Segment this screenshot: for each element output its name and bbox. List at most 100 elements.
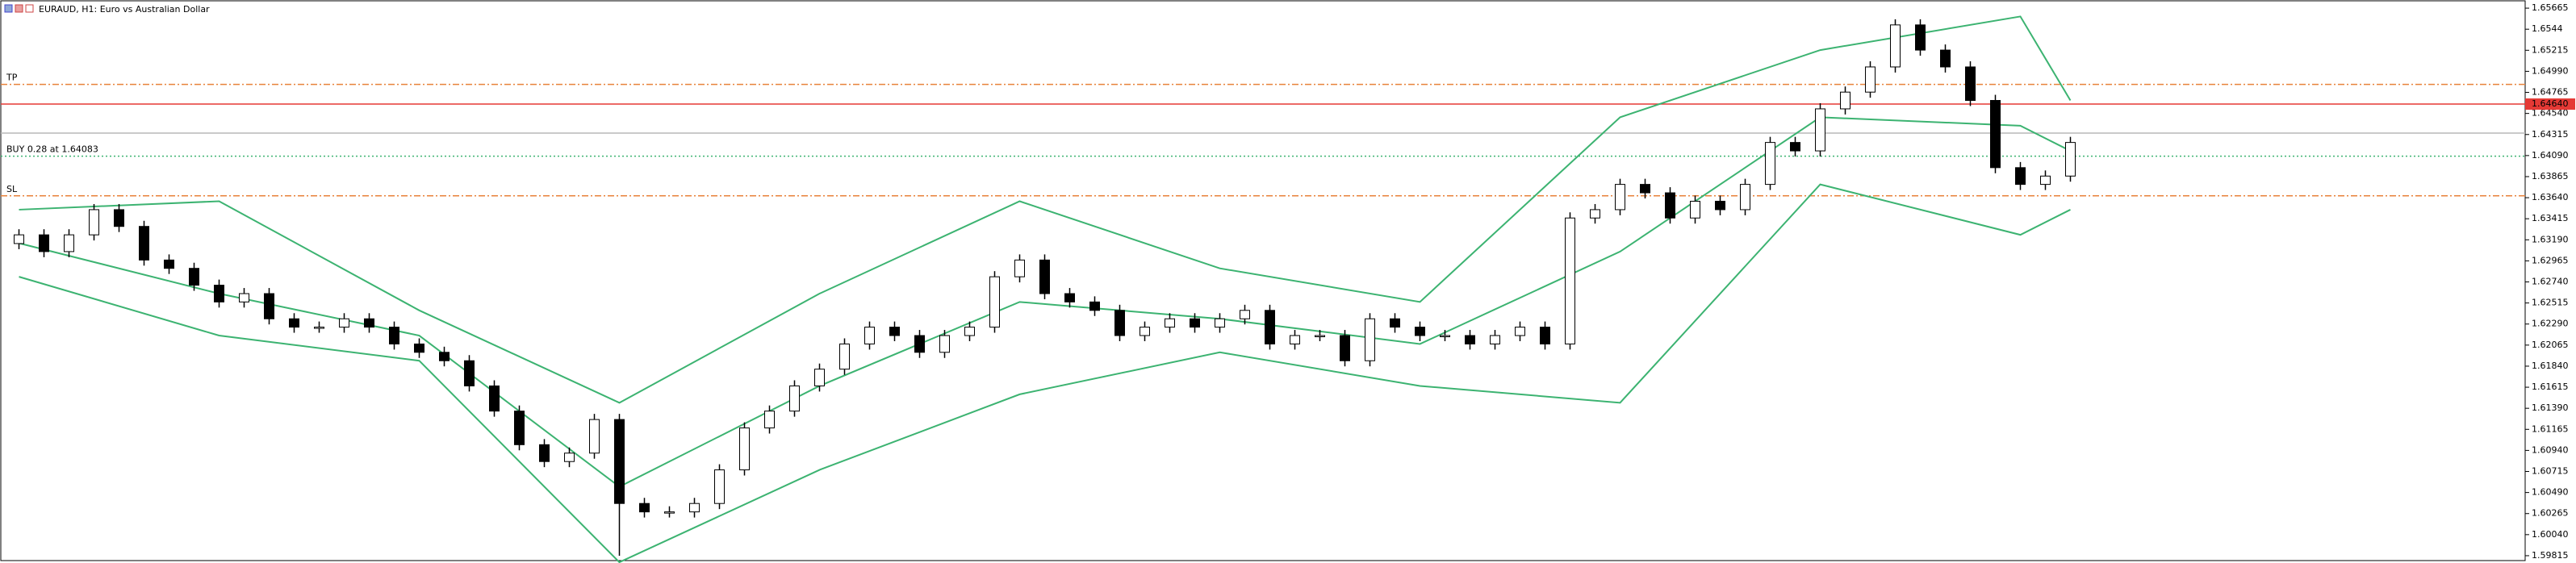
y-tick-label: 1.65215 bbox=[2532, 44, 2569, 55]
candle-body bbox=[489, 385, 500, 412]
chart-title: EURAUD, H1: Euro vs Australian Dollar bbox=[39, 4, 210, 15]
candle-body bbox=[189, 268, 199, 286]
candle-body bbox=[1715, 200, 1725, 211]
y-tick-label: 1.60040 bbox=[2532, 529, 2569, 540]
candle-body bbox=[1490, 335, 1500, 344]
candle-body bbox=[64, 234, 74, 252]
candle-body bbox=[439, 352, 450, 361]
candle-body bbox=[1114, 310, 1125, 336]
y-tick-label: 1.61840 bbox=[2532, 361, 2569, 371]
candle-body bbox=[364, 318, 374, 328]
candle-body bbox=[1415, 327, 1425, 336]
y-tick-label: 1.61165 bbox=[2532, 423, 2569, 434]
y-tick-label: 1.63640 bbox=[2532, 192, 2569, 202]
y-tick-label: 1.64990 bbox=[2532, 65, 2569, 76]
candle-body bbox=[1440, 335, 1450, 338]
candle-body bbox=[1740, 184, 1750, 211]
candle-body bbox=[1790, 142, 1800, 152]
candle-body bbox=[1290, 335, 1300, 344]
y-tick-label: 1.63190 bbox=[2532, 234, 2569, 244]
candle-body bbox=[539, 444, 550, 462]
candle-body bbox=[1990, 100, 2001, 169]
candle-body bbox=[339, 318, 349, 328]
candle-body bbox=[664, 511, 675, 514]
y-tick-label: 1.64315 bbox=[2532, 129, 2569, 140]
y-tick-label: 1.64090 bbox=[2532, 150, 2569, 161]
candle-body bbox=[1965, 66, 1976, 102]
y-tick-label: 1.60715 bbox=[2532, 466, 2569, 477]
candle-body bbox=[1515, 327, 1525, 336]
y-tick-label: 1.62065 bbox=[2532, 340, 2569, 350]
candle-body bbox=[839, 343, 850, 370]
y-tick-label: 1.59815 bbox=[2532, 550, 2569, 561]
candle-body bbox=[1064, 293, 1075, 302]
bollinger-band bbox=[19, 15, 2072, 404]
candle-body bbox=[1890, 24, 1901, 68]
candle-body bbox=[1140, 327, 1150, 336]
bollinger-band bbox=[19, 183, 2071, 563]
candle-body bbox=[1340, 335, 1350, 361]
candle-body bbox=[864, 327, 875, 344]
y-tick-label: 1.62740 bbox=[2532, 277, 2569, 287]
candle-body bbox=[1165, 318, 1175, 328]
candle-body bbox=[1540, 327, 1550, 344]
candle-body bbox=[1465, 335, 1475, 344]
candle-body bbox=[89, 209, 99, 236]
level-label: BUY 0.28 at 1.64083 bbox=[6, 144, 98, 155]
y-tick-label: 1.62965 bbox=[2532, 255, 2569, 265]
candle-body bbox=[789, 385, 800, 412]
level-label: SL bbox=[6, 184, 18, 194]
level-price-box bbox=[2525, 98, 2575, 111]
candle-body bbox=[1665, 192, 1675, 219]
candle-body bbox=[1390, 318, 1400, 328]
candle-body bbox=[964, 327, 975, 336]
candle-body bbox=[764, 411, 775, 429]
candle-body bbox=[814, 369, 825, 386]
candle-body bbox=[2065, 142, 2076, 177]
candle-body bbox=[14, 234, 24, 244]
plot-frame bbox=[0, 0, 2526, 561]
y-tick-label: 1.61390 bbox=[2532, 402, 2569, 413]
candle-body bbox=[1865, 66, 1876, 93]
candle-body bbox=[39, 234, 49, 252]
candle-body bbox=[164, 259, 174, 269]
y-tick-label: 1.63865 bbox=[2532, 171, 2569, 181]
candle-body bbox=[114, 209, 124, 227]
candle-body bbox=[1940, 49, 1951, 68]
candle-body bbox=[1315, 335, 1325, 338]
candle-body bbox=[639, 503, 650, 513]
candle-body bbox=[239, 293, 249, 302]
y-tick-label: 1.65665 bbox=[2532, 2, 2569, 13]
candle-body bbox=[1365, 318, 1375, 361]
candle-body bbox=[1690, 200, 1700, 219]
candle-body bbox=[1815, 108, 1825, 152]
candle-body bbox=[714, 469, 725, 504]
candle-body bbox=[1765, 142, 1775, 186]
candle-body bbox=[414, 343, 424, 353]
y-tick-label: 1.60265 bbox=[2532, 508, 2569, 519]
y-tick-label: 1.60490 bbox=[2532, 487, 2569, 498]
candle-body bbox=[1014, 259, 1025, 277]
y-tick-label: 1.64540 bbox=[2532, 108, 2569, 119]
candle-body bbox=[214, 285, 224, 302]
candle-body bbox=[1240, 310, 1250, 319]
candle-body bbox=[1039, 259, 1050, 294]
candle-body bbox=[614, 419, 625, 504]
candle-body bbox=[389, 327, 399, 344]
candle-body bbox=[589, 419, 600, 454]
candle-body bbox=[1265, 310, 1275, 344]
candle-body bbox=[1640, 184, 1650, 194]
y-tick-label: 1.6544 bbox=[2532, 23, 2563, 34]
candle-body bbox=[464, 360, 475, 386]
candle-body bbox=[514, 411, 525, 445]
level-price-label: 1.64640 bbox=[2532, 98, 2569, 109]
y-tick-label: 1.63415 bbox=[2532, 213, 2569, 223]
candle-body bbox=[689, 503, 700, 513]
y-tick-label: 1.61615 bbox=[2532, 382, 2569, 392]
candle-body bbox=[1565, 217, 1575, 344]
candle-body bbox=[1915, 24, 1926, 51]
candle-body bbox=[1190, 318, 1200, 328]
candle-body bbox=[1840, 91, 1850, 110]
candle-body bbox=[1215, 318, 1225, 328]
y-tick-label: 1.62290 bbox=[2532, 319, 2569, 329]
